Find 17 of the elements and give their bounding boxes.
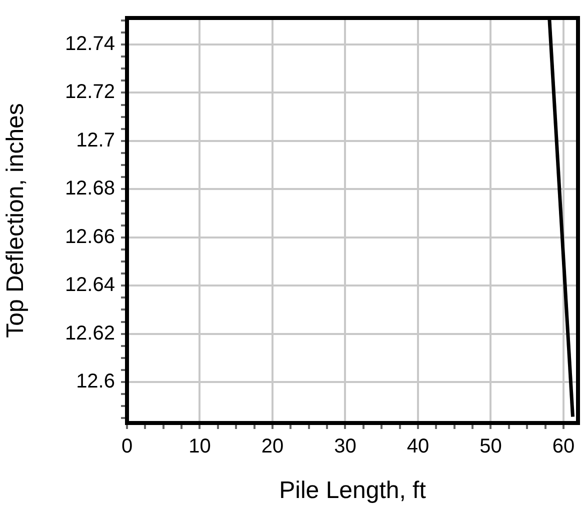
x-axis-title: Pile Length, ft — [279, 477, 426, 504]
x-tick-label: 40 — [406, 436, 430, 458]
x-tick-label: 10 — [188, 436, 211, 458]
y-tick-label: 12.68 — [64, 178, 115, 200]
y-tick-label: 12.74 — [64, 33, 115, 56]
x-tick-label: 20 — [261, 436, 284, 458]
x-tick-label: 50 — [480, 436, 502, 458]
y-tick-label: 12.7 — [76, 129, 115, 152]
y-tick-label: 12.6 — [76, 370, 115, 393]
y-tick-label: 12.62 — [64, 322, 115, 344]
y-axis-title: Top Deflection, inches — [2, 103, 30, 338]
x-tick-label: 0 — [121, 436, 133, 458]
y-tick-label: 12.64 — [64, 274, 115, 296]
y-tick-label: 12.72 — [64, 81, 115, 104]
x-tick-label: 30 — [334, 436, 356, 458]
x-tick-label: 60 — [552, 436, 575, 458]
y-tick-label: 12.66 — [64, 226, 115, 248]
